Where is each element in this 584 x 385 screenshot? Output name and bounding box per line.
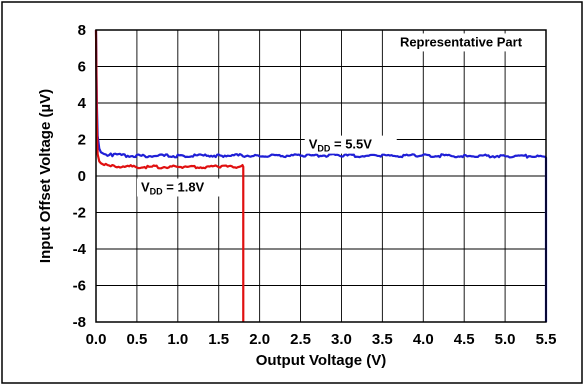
x-tick-label: 5.0 xyxy=(495,331,516,348)
series-label-background xyxy=(137,178,229,197)
series-label-main: V xyxy=(141,180,150,195)
y-tick-label: -6 xyxy=(73,278,86,295)
series-label-value: = 1.8V xyxy=(163,180,205,195)
y-tick-label: 2 xyxy=(78,132,86,149)
y-tick-label: 4 xyxy=(78,95,87,112)
series-label-subscript: DD xyxy=(150,187,163,197)
x-tick-label: 5.5 xyxy=(536,331,557,348)
grid-lines xyxy=(95,29,547,323)
x-axis-label: Output Voltage (V) xyxy=(256,352,387,369)
x-tick-label: 2.0 xyxy=(249,331,270,348)
y-tick-label: 8 xyxy=(78,22,86,39)
x-tick-label: 2.5 xyxy=(290,331,311,348)
corner-note: Representative Part xyxy=(400,34,523,49)
series-label-vdd-5-5v: VDD = 5.5V xyxy=(309,137,373,154)
plot-area-frame xyxy=(95,29,547,323)
x-tick-label: 1.0 xyxy=(167,331,188,348)
series-line-vdd-5-5v xyxy=(94,29,548,322)
series-label-value: = 5.5V xyxy=(330,137,372,152)
tick-labels: 0.0 0.5 1.0 1.5 2.0 2.5 3.0 3.5 4.0 4.5 5.0 5.5 8 6 4 2… xyxy=(73,22,557,348)
y-tick-label: 6 xyxy=(78,59,86,76)
x-tick-label: 1.5 xyxy=(208,331,229,348)
series-layer xyxy=(94,29,548,322)
x-tick-label: 3.0 xyxy=(331,331,352,348)
x-tick-label: 0.5 xyxy=(126,331,147,348)
x-tick-label: 4.0 xyxy=(413,331,434,348)
x-tick-label: 0.0 xyxy=(86,331,107,348)
y-tick-label: -4 xyxy=(73,241,87,258)
series-label-subscript: DD xyxy=(317,144,330,154)
series-line-vdd-1-8v xyxy=(94,29,245,322)
y-axis-label: Input Offset Voltage (µV) xyxy=(37,89,54,263)
y-tick-label: 0 xyxy=(78,168,86,185)
y-tick-label: -2 xyxy=(73,205,86,222)
series-label-background xyxy=(304,135,397,154)
y-tick-label: -8 xyxy=(73,314,86,331)
x-tick-label: 4.5 xyxy=(454,331,475,348)
x-tick-label: 3.5 xyxy=(372,331,393,348)
series-label-main: V xyxy=(309,137,318,152)
corner-note-background xyxy=(383,33,539,52)
series-label-vdd-1-8v: VDD = 1.8V xyxy=(141,180,205,197)
